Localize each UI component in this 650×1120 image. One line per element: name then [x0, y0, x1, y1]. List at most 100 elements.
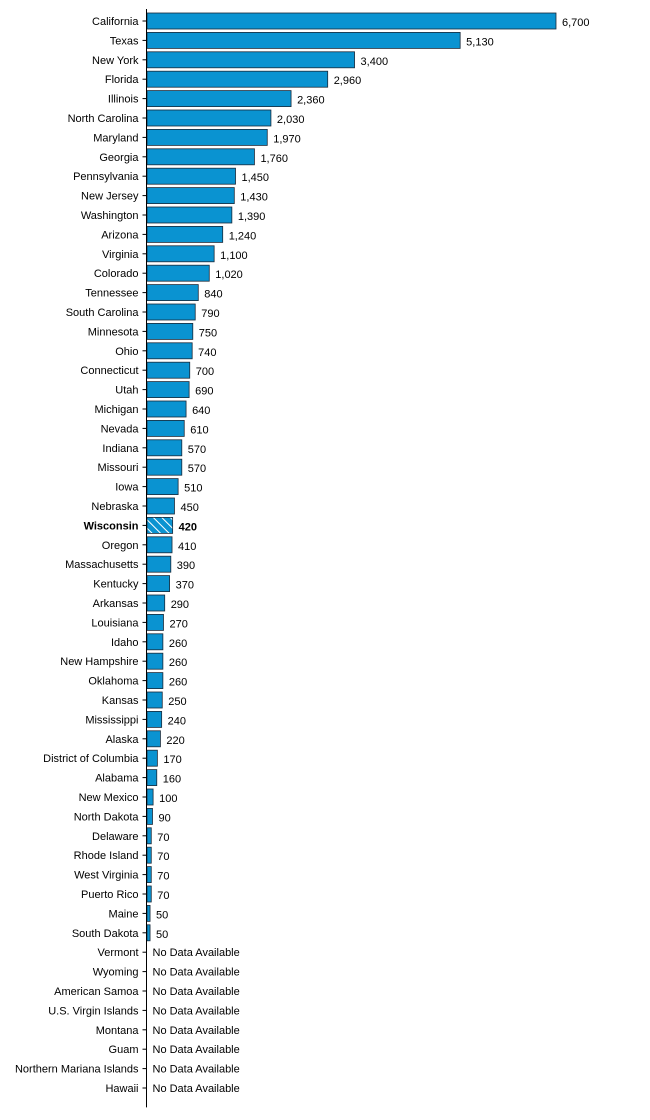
bar: [146, 575, 170, 592]
category-label: Guam: [109, 1044, 139, 1056]
bar: [146, 691, 163, 709]
category-label: North Carolina: [68, 113, 140, 125]
category-label: American Samoa: [54, 986, 139, 998]
category-label: Massachusetts: [65, 559, 139, 571]
bar: [146, 70, 329, 88]
category-label: Wisconsin: [84, 520, 139, 532]
value-label: 1,760: [260, 153, 288, 165]
category-label: Rhode Island: [74, 850, 139, 862]
bar: [146, 497, 175, 515]
category-label: New Mexico: [79, 792, 139, 804]
bar: [146, 225, 224, 243]
value-label: No Data Available: [153, 1025, 240, 1037]
bar: [146, 167, 236, 185]
bar: [146, 633, 164, 651]
bar: [146, 808, 153, 825]
category-label: Vermont: [98, 947, 139, 959]
category-label: California: [92, 16, 139, 28]
value-label: 160: [163, 774, 181, 786]
bar: [146, 749, 158, 767]
value-label: No Data Available: [153, 1005, 240, 1017]
category-label: Virginia: [102, 249, 139, 261]
value-label: 1,240: [229, 230, 257, 242]
category-label: South Carolina: [66, 307, 140, 319]
value-label: 1,390: [238, 211, 266, 223]
bar: [146, 905, 151, 922]
category-label: Oklahoma: [88, 676, 139, 688]
value-label: 270: [169, 618, 187, 630]
bar: [146, 672, 164, 689]
value-label: No Data Available: [153, 1064, 240, 1076]
bar: [146, 866, 152, 883]
value-label: 390: [177, 560, 195, 572]
category-label: Nevada: [101, 423, 140, 435]
category-label: Texas: [110, 35, 139, 47]
value-label: 450: [180, 502, 198, 514]
bar: [146, 90, 292, 107]
bar: [146, 303, 196, 321]
value-label: 510: [184, 483, 202, 495]
category-label: Kansas: [102, 695, 139, 707]
category-label: Puerto Rico: [81, 889, 138, 901]
value-label: 750: [199, 327, 217, 339]
category-label: Louisiana: [91, 617, 139, 629]
value-label: 840: [204, 289, 222, 301]
bar: [146, 730, 161, 748]
value-label: 170: [163, 754, 181, 766]
category-label: South Dakota: [72, 928, 140, 940]
category-label: Georgia: [99, 152, 139, 164]
category-label: Iowa: [115, 482, 139, 494]
category-label: Ohio: [115, 346, 138, 358]
category-label: U.S. Virgin Islands: [48, 1005, 139, 1017]
value-label: 70: [157, 851, 169, 863]
bar: [146, 264, 210, 282]
category-label: Oregon: [102, 540, 139, 552]
bar: [146, 769, 158, 786]
value-label: 410: [178, 541, 196, 553]
value-label: 2,360: [297, 95, 325, 107]
category-label: Connecticut: [80, 365, 138, 377]
value-label: 5,130: [466, 36, 494, 48]
bar: [146, 594, 166, 612]
value-label: 690: [195, 386, 213, 398]
value-label: 90: [158, 812, 170, 824]
value-label: 610: [190, 424, 208, 436]
bar: [146, 555, 172, 573]
category-label: Minnesota: [88, 326, 140, 338]
category-label: Maryland: [93, 132, 138, 144]
value-label: No Data Available: [153, 986, 240, 998]
bar: [146, 846, 152, 864]
category-label: Wyoming: [93, 967, 139, 979]
bar: [146, 342, 193, 360]
value-label: 50: [156, 929, 168, 941]
value-label: 220: [166, 735, 184, 747]
category-label: Pennsylvania: [73, 171, 139, 183]
bar: [146, 652, 164, 670]
bar: [146, 32, 461, 49]
category-label: North Dakota: [74, 811, 140, 823]
category-label: Florida: [105, 74, 140, 86]
category-label: Northern Mariana Islands: [15, 1064, 139, 1076]
category-label: Delaware: [92, 831, 138, 843]
value-label: 100: [159, 793, 177, 805]
category-label: New Hampshire: [60, 656, 138, 668]
bar: [146, 128, 268, 146]
category-label: Maine: [109, 908, 139, 920]
value-label: 1,970: [273, 133, 301, 145]
value-label: 370: [176, 580, 194, 592]
bar: [146, 12, 557, 30]
bar: [146, 322, 194, 340]
bar: [146, 361, 191, 379]
bar: [146, 206, 233, 224]
category-label: Indiana: [102, 443, 139, 455]
bar: [146, 478, 179, 496]
category-label: Utah: [115, 385, 138, 397]
value-label: No Data Available: [153, 1083, 240, 1095]
value-label: 260: [169, 677, 187, 689]
value-label: 50: [156, 909, 168, 921]
category-label: Tennessee: [85, 288, 138, 300]
category-label: Colorado: [94, 268, 139, 280]
value-label: 260: [169, 657, 187, 669]
category-label: Alaska: [105, 734, 139, 746]
bars-group: California 6,700 Texas 5,130 New York 3,400 Fl…: [15, 12, 590, 1095]
